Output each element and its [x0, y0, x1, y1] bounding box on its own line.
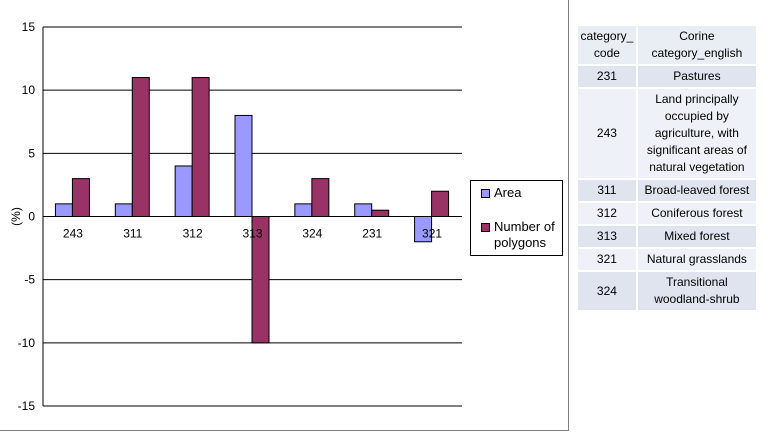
bar-polygons [71, 178, 90, 218]
x-tick-label: 324 [302, 227, 322, 241]
header-category-english: Corine category_english [637, 26, 756, 64]
bar-area [294, 203, 313, 218]
table-cell-code: 312 [578, 203, 638, 224]
x-tick-label: 321 [422, 227, 442, 241]
table-row: 312 Coniferous forest [578, 203, 756, 224]
table-row: 311 Broad-leaved forest [578, 180, 756, 201]
bar-area [354, 203, 373, 218]
table-row: 243 Land principally occupied by agricult… [578, 89, 756, 178]
x-tick-label: 311 [123, 227, 142, 241]
y-axis-label: (%) [9, 207, 23, 226]
table-cell-name: Land principally occupied by agriculture… [637, 89, 756, 178]
y-tick-label: 15 [22, 20, 36, 34]
table-cell-code: 243 [578, 89, 638, 178]
x-tick-label: 312 [183, 227, 203, 241]
corine-category-table: category_ code Corine category_english 2… [578, 24, 756, 312]
table-cell-name: Pastures [637, 66, 756, 87]
legend-label-area: Area [494, 185, 522, 200]
table-cell-code: 324 [578, 272, 638, 310]
bar-area [174, 165, 193, 217]
y-tick-label: 0 [28, 210, 35, 224]
chart-legend: Area Number of polygons [470, 180, 563, 256]
header-category-code: category_ code [578, 26, 638, 64]
legend-entry-polygons: Number of polygons [481, 219, 564, 251]
y-tick-label: -15 [18, 399, 36, 413]
table-cell-name: Transitional woodland-shrub [637, 272, 756, 310]
table-cell-name: Broad-leaved forest [637, 180, 756, 201]
y-tick-label: -10 [18, 336, 36, 350]
bar-chart: 15 10 5 0 -5 -10 -15 (%) 243 311 312 313 324 231 321 [9, 20, 462, 413]
y-tick-label: 5 [28, 146, 35, 160]
legend-swatch-area [481, 189, 490, 198]
bar-polygons [371, 209, 390, 218]
table-cell-code: 311 [578, 180, 638, 201]
x-tick-label: 231 [362, 227, 382, 241]
table-row: 324 Transitional woodland-shrub [578, 272, 756, 310]
x-tick-label: 243 [63, 227, 83, 241]
bar-area [114, 203, 133, 218]
bar-area [234, 114, 253, 217]
legend-swatch-polygons [481, 223, 490, 232]
bar-polygons [191, 77, 210, 217]
x-tick-label: 313 [242, 227, 262, 241]
table-cell-code: 231 [578, 66, 638, 87]
table-cell-name: Coniferous forest [637, 203, 756, 224]
table-cell-name: Mixed forest [637, 226, 756, 247]
bar-polygons [431, 190, 450, 218]
table-cell-code: 313 [578, 226, 638, 247]
bar-polygons [311, 178, 330, 218]
bar-area [54, 203, 73, 218]
legend-label-polygons: Number of polygons [494, 219, 555, 250]
y-tick-label: 10 [22, 83, 36, 97]
table-cell-code: 321 [578, 249, 638, 270]
y-tick-label: -5 [24, 273, 35, 287]
table-row: 321 Natural grasslands [578, 249, 756, 270]
table-cell-name: Natural grasslands [637, 249, 756, 270]
chart-panel: 15 10 5 0 -5 -10 -15 (%) 243 311 312 313 324 231 321 A… [0, 0, 569, 431]
table-row: 313 Mixed forest [578, 226, 756, 247]
bar-polygons [131, 77, 150, 217]
legend-entry-area: Area [481, 185, 564, 201]
table-header-row: category_ code Corine category_english [578, 26, 756, 64]
table-row: 231 Pastures [578, 66, 756, 87]
